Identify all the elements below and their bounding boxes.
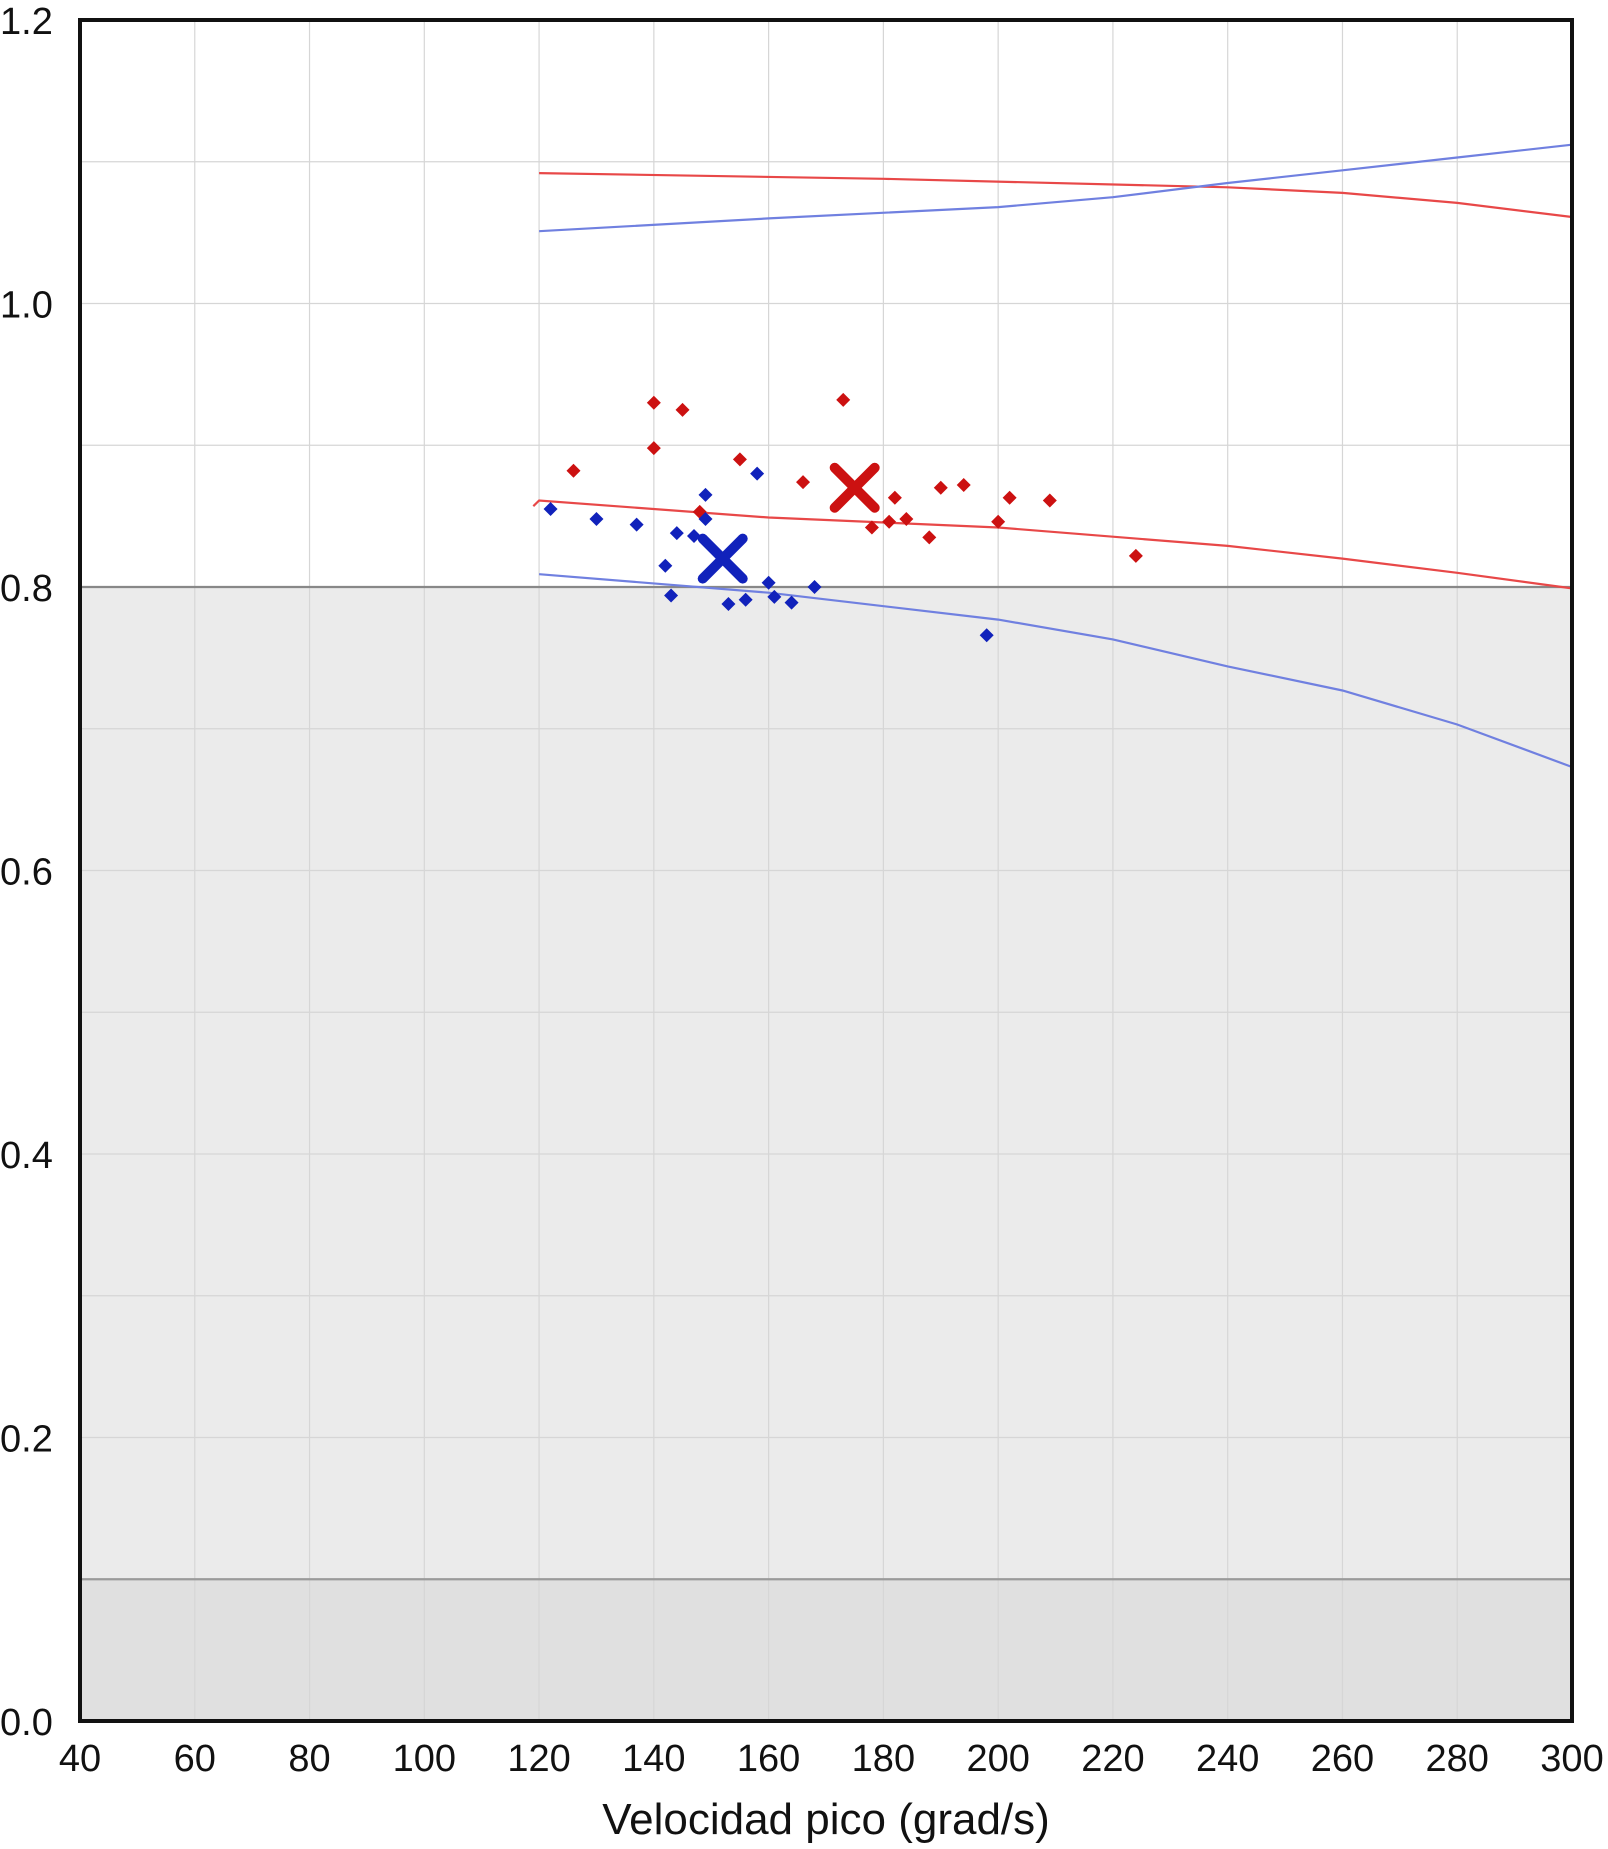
x-tick-label: 280 [1426,1738,1489,1780]
mean-marker-stroke [829,462,880,513]
data-point-series-1 [698,511,713,526]
x-tick-labels: 40 60 80 100 120 140 160 180 200 220 240 260 280 300 [59,1738,1604,1780]
curve-lines [532,143,1573,769]
curve-line-0 [539,172,1573,219]
data-point-series-0 [899,511,914,526]
data-point-series-1 [767,589,782,604]
x-axis-title: Velocidad pico (grad/s) [602,1795,1050,1844]
x-tick-label: 260 [1311,1738,1374,1780]
shaded-band-0 [80,587,1572,1580]
x-tick-label: 240 [1196,1738,1259,1780]
data-point-series-0 [646,395,661,410]
x-tick-label: 40 [59,1738,101,1780]
data-point-series-0 [864,520,879,535]
y-tick-label: 0.6 [0,852,53,894]
y-tick-label: 0.0 [0,1702,53,1744]
data-point-series-0 [991,514,1006,529]
x-tick-label: 160 [737,1738,800,1780]
data-point-series-1 [658,558,673,573]
y-tick-label: 0.2 [0,1419,53,1461]
data-point-series-0 [566,463,581,478]
data-point-series-1 [979,628,994,643]
x-tick-label: 180 [852,1738,915,1780]
y-tick-label: 1.0 [0,285,53,327]
y-tick-label: 0.8 [0,568,53,610]
y-tick-labels: 0.0 0.2 0.4 0.6 0.8 1.0 1.2 [0,1,53,1744]
curve-line-3 [539,573,1573,769]
mean-marker-series-0 [829,462,880,513]
data-point-series-1 [687,528,702,543]
data-point-series-1 [784,595,799,610]
data-point-series-1 [807,580,822,594]
data-point-series-0 [646,441,661,456]
data-point-series-1 [721,597,736,612]
plot-frame [78,18,1574,1723]
data-point-series-0 [1002,490,1017,505]
data-point-series-0 [1042,493,1057,508]
data-point-series-0 [956,477,971,492]
reference-lines [80,585,1572,1581]
data-point-series-1 [664,588,679,603]
y-tick-label: 0.4 [0,1135,53,1177]
data-point-series-1 [543,502,558,517]
shaded-band-1 [80,1579,1572,1721]
data-points [543,392,1143,643]
data-point-series-1 [750,466,765,481]
data-point-series-0 [836,392,851,407]
data-point-series-1 [589,511,604,526]
data-point-series-1 [698,487,713,502]
x-tick-label: 200 [966,1738,1029,1780]
x-tick-label: 220 [1081,1738,1144,1780]
data-point-series-0 [922,530,937,545]
curve-line-1 [539,143,1573,233]
data-point-series-1 [761,575,776,590]
data-point-series-0 [887,490,902,505]
data-point-series-0 [796,475,811,490]
data-point-series-0 [933,480,948,495]
data-point-series-0 [882,514,897,529]
y-tick-label: 1.2 [0,1,53,43]
data-point-series-1 [738,592,753,607]
curve-line-2 [532,499,1573,590]
x-tick-label: 140 [622,1738,685,1780]
x-tick-label: 80 [288,1738,330,1780]
data-point-series-1 [629,517,644,532]
data-point-series-0 [675,402,690,417]
x-tick-label: 100 [393,1738,456,1780]
data-point-series-0 [732,452,747,467]
mean-marker-stroke [697,533,748,584]
data-point-series-1 [669,526,684,541]
x-tick-label: 60 [174,1738,216,1780]
mean-marker-series-1 [697,533,748,584]
mean-markers [697,462,880,584]
shaded-bands [80,587,1572,1721]
x-tick-label: 120 [507,1738,570,1780]
data-point-series-0 [1128,548,1143,563]
x-tick-label: 300 [1540,1738,1603,1780]
